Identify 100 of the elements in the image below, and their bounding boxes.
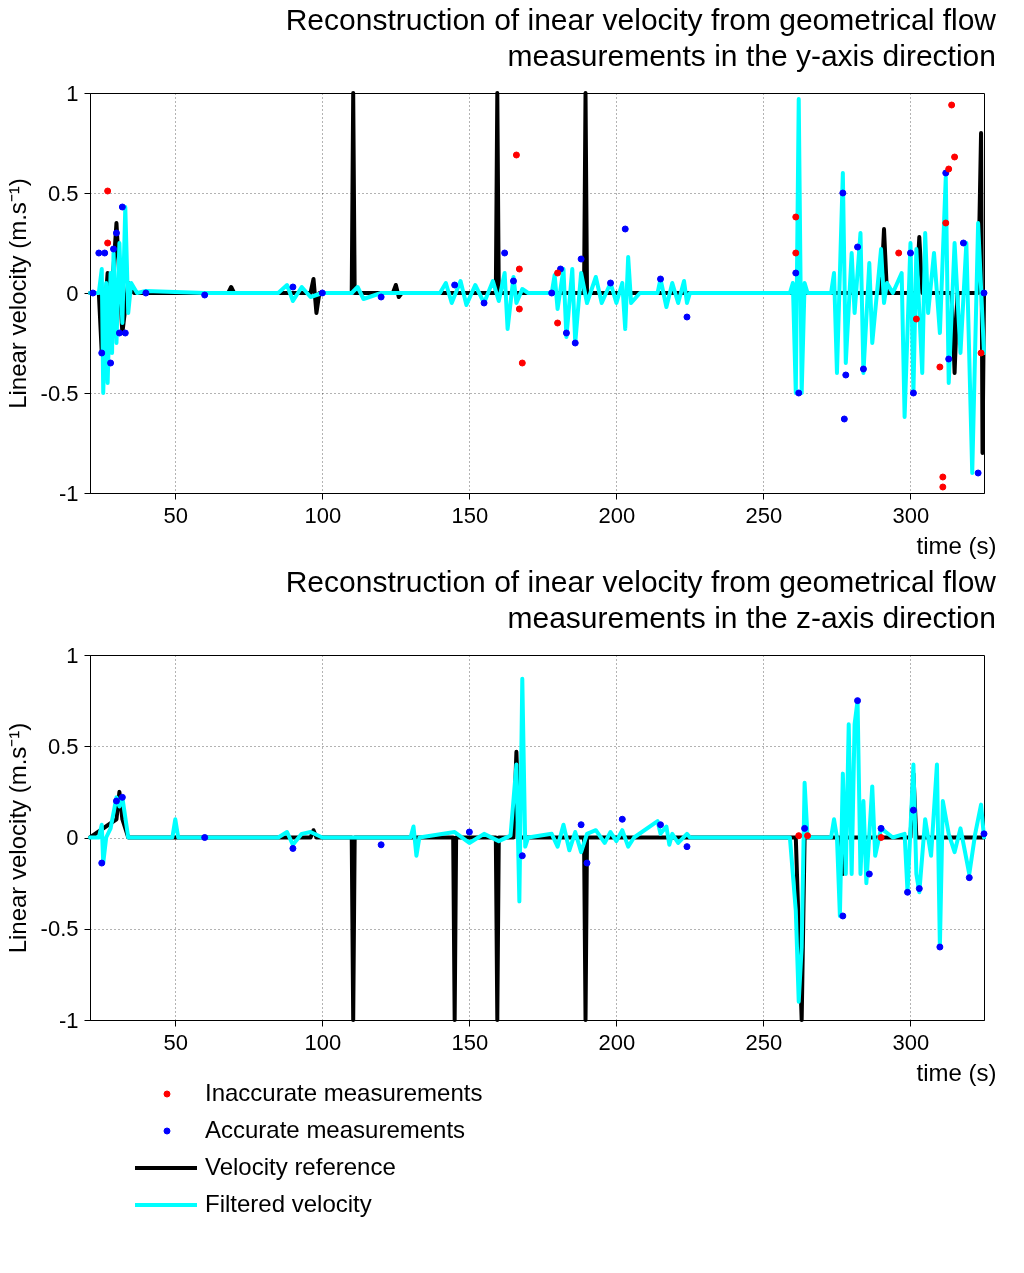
point [980,289,988,297]
point [107,359,115,367]
point [554,269,562,277]
x-tick-label: 250 [745,1029,783,1055]
chart-title: Reconstruction of inear velocity from geometrical flow measurements in the y-axis direction [285,3,997,72]
point [683,313,691,321]
point [101,249,109,257]
point [115,329,123,337]
point [518,852,526,860]
point [583,859,591,867]
point [792,269,800,277]
point [939,473,947,481]
chart-title: Reconstruction of inear velocity from geometrical flow measurements in the z-axis direction [285,565,997,634]
y-tick-label: 0 [66,280,79,306]
y-axis-title: Linear velocity (m.s⁻¹) [3,722,31,954]
point [104,187,112,195]
point [98,859,106,867]
point [877,834,885,841]
point [801,824,809,832]
point [618,815,626,823]
legend-label: Filtered velocity [205,1190,372,1217]
point [839,912,847,920]
point [977,349,985,357]
point [104,239,112,247]
point [959,239,967,247]
point [842,371,850,379]
point [377,293,385,301]
point [877,824,885,832]
point [89,289,97,297]
y-axis-title: Linear velocity (m.s⁻¹) [3,178,31,409]
point [577,821,585,829]
point [112,797,120,805]
x-tick-label: 150 [451,1029,489,1055]
point [451,281,459,289]
y-tick-label: -0.5 [40,916,79,942]
point [318,289,326,297]
point [95,249,103,257]
x-axis-title: time (s) [916,1058,997,1086]
point [936,943,944,951]
point [548,289,556,297]
point [201,291,209,299]
point [657,821,665,829]
point [480,299,488,307]
point [792,249,800,257]
point [804,832,812,840]
point [657,275,665,283]
y-tick-label: 0 [66,825,79,850]
point [795,389,803,397]
point [980,830,988,838]
legend-label: Velocity reference [205,1153,396,1180]
point [142,289,150,297]
point [904,888,912,896]
y-tick-label: -1 [58,1007,79,1033]
y-tick-label: 1 [66,80,79,106]
point [118,793,126,801]
point [515,305,523,313]
point [121,329,129,337]
point [512,151,520,159]
y-tick-label: -0.5 [40,380,79,406]
point [854,243,862,251]
point [112,229,120,237]
point [965,874,973,882]
y-tick-label: 1 [66,642,79,668]
x-tick-label: 250 [745,502,783,528]
point [839,189,847,197]
point [571,339,579,347]
x-tick-label: 150 [451,502,489,528]
point [509,277,517,285]
point [912,315,920,323]
point [859,365,867,373]
point [948,101,956,109]
point [518,359,526,367]
x-tick-label: 50 [163,1029,189,1055]
x-tick-label: 100 [304,1029,342,1055]
x-tick-label: 200 [598,502,636,528]
point [945,355,953,363]
point [621,225,629,233]
point [515,265,523,273]
point [554,319,562,327]
point [974,469,982,477]
legend-label: Accurate measurements [205,1116,466,1143]
x-tick-label: 300 [892,1029,930,1055]
point [377,841,385,849]
point [683,843,691,851]
line-series [88,676,986,1004]
point [895,249,903,257]
point [201,834,209,841]
point [110,245,118,253]
point [98,349,106,357]
point [945,165,953,173]
y-tick-label: -1 [58,480,79,506]
x-axis-title: time (s) [916,531,997,559]
point [465,828,473,836]
point [915,885,923,893]
point [906,249,914,257]
x-tick-label: 100 [304,502,342,528]
point [118,203,126,211]
point [939,483,947,491]
point [909,389,917,397]
point [562,329,570,337]
